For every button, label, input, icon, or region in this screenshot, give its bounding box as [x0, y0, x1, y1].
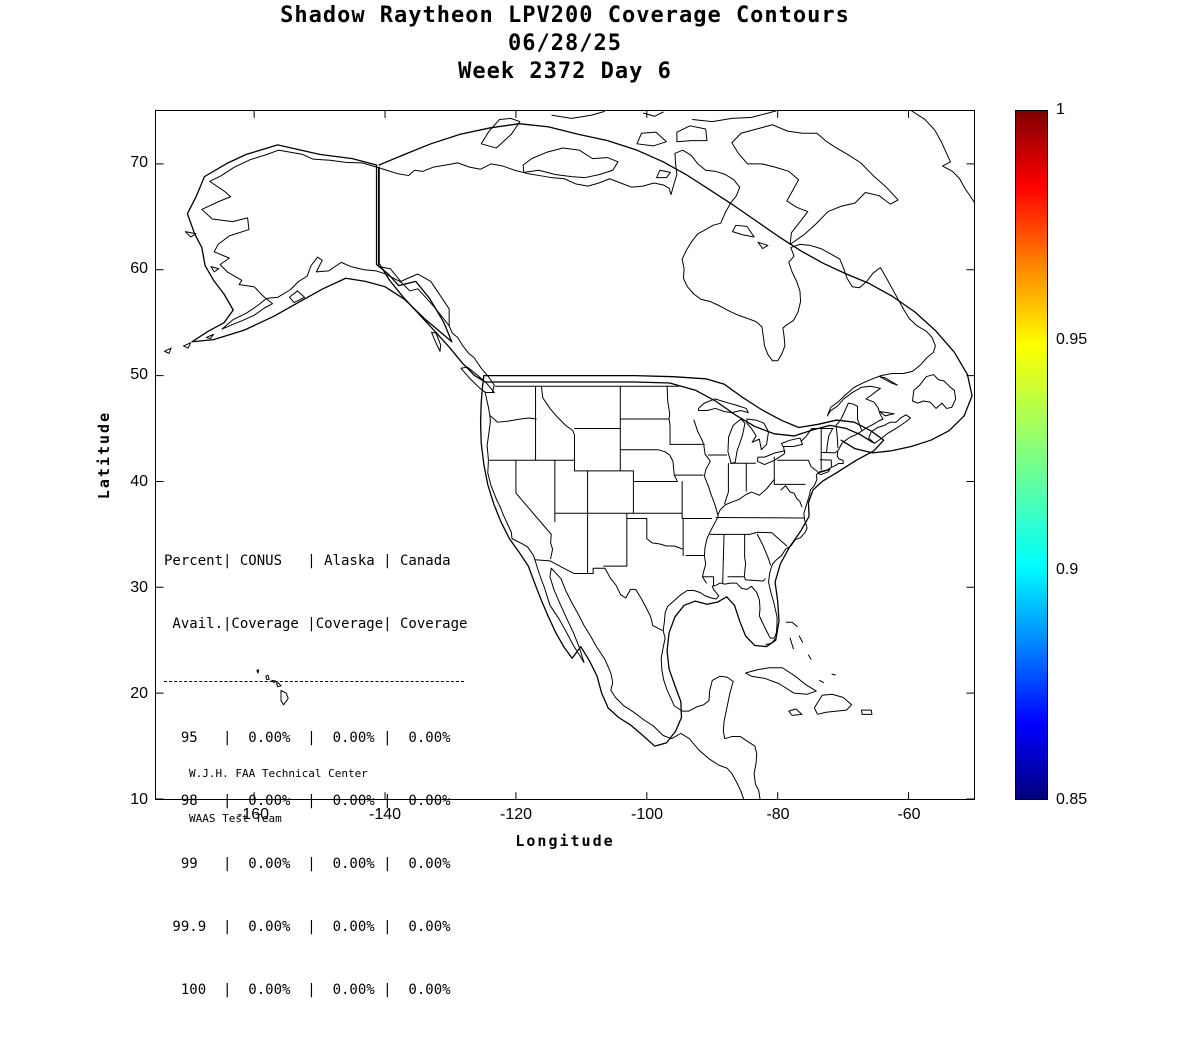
colorbar-tick-label: 0.9: [1056, 561, 1079, 578]
title-line-3: Week 2372 Day 6: [458, 59, 672, 84]
colorbar-tick-label: 0.95: [1056, 331, 1088, 348]
x-tick-label: -120: [499, 806, 533, 823]
coverage-contour-095: [187, 145, 883, 746]
stats-row-99: 99 | 0.00% | 0.00% | 0.00%: [164, 856, 451, 872]
y-tick-label: 50: [130, 366, 148, 383]
colorbar: [1015, 110, 1048, 800]
mexico-gulf-border: [535, 560, 760, 799]
map-svg: [156, 111, 974, 799]
state-borders: [488, 386, 862, 585]
great-lakes: [698, 399, 802, 465]
stats-separator: [164, 681, 464, 682]
x-tick-label: -140: [368, 806, 402, 823]
y-tick-label: 10: [130, 791, 148, 808]
x-tick-label: -80: [766, 806, 790, 823]
pacific-coastline: [449, 326, 743, 799]
title-line-2: 06/28/25: [508, 31, 622, 56]
stats-row-98: 98 | 0.00% | 0.00% | 0.00%: [164, 793, 451, 809]
coverage-contour-090: [379, 124, 972, 453]
stats-header-row-1: Percent| CONUS | Alaska | Canada: [164, 553, 451, 569]
stats-row-99-9: 99.9 | 0.00% | 0.00% | 0.00%: [164, 919, 451, 935]
colorbar-tick-label: 1: [1056, 101, 1065, 118]
stats-header-row-2: Avail.|Coverage |Coverage| Coverage: [164, 616, 468, 632]
us-east-coastline: [663, 431, 862, 638]
x-tick-label: -160: [236, 806, 270, 823]
y-tick-label: 40: [130, 473, 148, 490]
credit-block: W.J.H. FAA Technical Center WAAS Test Te…: [189, 736, 368, 856]
y-axis-label: Latitude: [95, 410, 113, 500]
y-tick-label: 30: [130, 579, 148, 596]
plot-area: Percent| CONUS | Alaska | Canada Avail.|…: [155, 110, 975, 998]
credit-line-2: WAAS Test Team: [189, 812, 282, 825]
canada-coastline: [378, 150, 935, 430]
figure-canvas: Shadow Raytheon LPV200 Coverage Contours…: [95, 2, 1088, 998]
stats-row-100: 100 | 0.00% | 0.00% | 0.00%: [164, 982, 451, 998]
axis-tick-marks: [156, 111, 974, 799]
colorbar-tick-label: 0.85: [1056, 791, 1088, 808]
title-line-1: Shadow Raytheon LPV200 Coverage Contours: [280, 3, 850, 28]
alaska-coastline: [202, 150, 449, 329]
y-tick-label: 70: [130, 154, 148, 171]
x-tick-label: -60: [897, 806, 921, 823]
x-axis-label: Longitude: [515, 832, 615, 850]
y-tick-label: 60: [130, 260, 148, 277]
credit-line-1: W.J.H. FAA Technical Center: [189, 767, 368, 780]
y-tick-label: 20: [130, 685, 148, 702]
figure-title: Shadow Raytheon LPV200 Coverage Contours…: [155, 2, 975, 86]
islands-coastline: [165, 111, 974, 715]
stats-row-95: 95 | 0.00% | 0.00% | 0.00%: [164, 730, 451, 746]
x-tick-label: -100: [630, 806, 664, 823]
